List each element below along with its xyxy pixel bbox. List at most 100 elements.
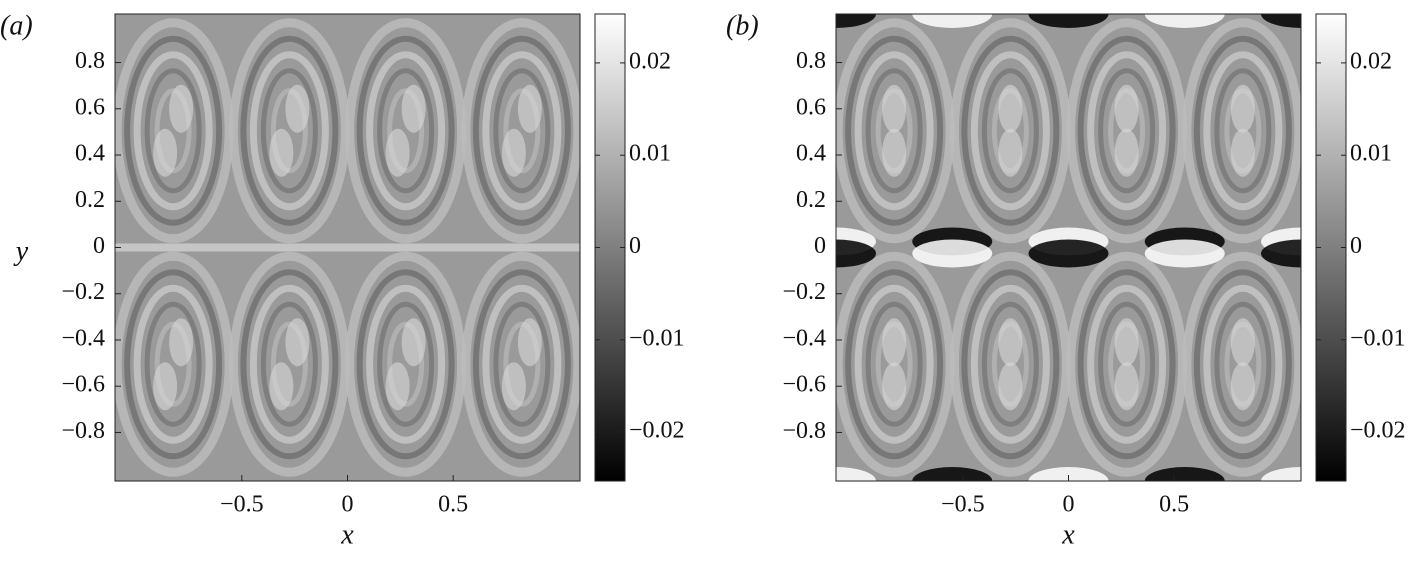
field-pattern <box>269 362 294 411</box>
x-tick-label: 0.5 <box>438 492 468 518</box>
y-tick-label: 0.4 <box>75 141 105 167</box>
field-pattern <box>865 301 923 427</box>
field-pattern <box>461 251 580 477</box>
field-pattern <box>1098 301 1156 427</box>
field-pattern <box>1230 318 1255 367</box>
field-pattern <box>482 284 562 444</box>
field-pattern <box>845 269 944 460</box>
field-pattern <box>366 51 446 211</box>
field-pattern <box>269 128 294 177</box>
colorbar-tick-label: −0.01 <box>1350 325 1406 351</box>
colorbar-tick-label: −0.01 <box>629 325 685 351</box>
field-pattern <box>998 362 1023 411</box>
field-pattern <box>1182 251 1301 477</box>
y-tick-label: −0.4 <box>782 325 826 351</box>
field-pattern <box>124 269 223 460</box>
field-pattern <box>377 68 435 194</box>
colorbar-tick-label: 0.02 <box>1350 48 1392 74</box>
y-tick-label: −0.2 <box>782 279 826 305</box>
field-pattern <box>154 88 192 174</box>
field-pattern <box>1182 18 1301 244</box>
field-pattern <box>836 239 876 268</box>
field-pattern <box>249 284 329 444</box>
field-pattern <box>169 84 194 133</box>
field-pattern <box>260 68 318 194</box>
panel-label: (b) <box>726 10 759 41</box>
field-pattern <box>270 321 308 407</box>
field-pattern <box>1114 84 1139 133</box>
field-pattern <box>154 321 192 407</box>
field <box>115 14 580 481</box>
field-pattern <box>1098 68 1156 194</box>
field-pattern <box>501 362 526 411</box>
field-pattern <box>501 128 526 177</box>
y-tick-label: −0.6 <box>61 372 105 398</box>
colorbar-tick-label: 0.01 <box>629 141 671 167</box>
y-tick-label: 0.8 <box>796 48 826 74</box>
field-pattern <box>385 362 410 411</box>
field-pattern <box>1261 467 1301 481</box>
field-pattern <box>493 68 551 194</box>
field-pattern <box>882 318 907 367</box>
field-pattern <box>1261 239 1301 268</box>
field-pattern <box>882 362 907 411</box>
field-pattern <box>836 467 876 481</box>
field-pattern <box>169 318 194 367</box>
colorbar-tick-label: −0.02 <box>1350 418 1406 444</box>
y-tick-label: −0.8 <box>61 418 105 444</box>
field-pattern <box>356 269 455 460</box>
field-pattern <box>1087 284 1167 444</box>
panel-label: (a) <box>0 10 33 41</box>
x-tick-label: −0.5 <box>220 492 264 518</box>
field-pattern <box>503 88 541 174</box>
field <box>836 14 1301 481</box>
y-tick-label: 0.2 <box>75 187 105 213</box>
field-pattern <box>1230 362 1255 411</box>
field-pattern <box>1193 269 1292 460</box>
x-axis-label: x <box>1061 519 1075 550</box>
field-pattern <box>461 18 580 244</box>
field-pattern <box>240 269 339 460</box>
field-pattern <box>401 84 426 133</box>
field-pattern <box>970 51 1050 211</box>
field-pattern <box>503 321 541 407</box>
field-pattern <box>285 318 310 367</box>
y-tick-label: −0.6 <box>782 372 826 398</box>
field-pattern <box>366 284 446 444</box>
field-pattern <box>377 301 435 427</box>
field-pattern <box>836 14 876 28</box>
field-pattern <box>970 284 1050 444</box>
field-pattern <box>1144 467 1225 481</box>
field-pattern <box>912 14 993 28</box>
y-tick-label: 0.8 <box>75 48 105 74</box>
field-pattern <box>1261 14 1301 28</box>
y-tick-label: 0.6 <box>796 94 826 120</box>
field-pattern <box>144 301 202 427</box>
field-pattern <box>1203 51 1283 211</box>
field-pattern <box>1028 467 1109 481</box>
field-pattern <box>912 467 993 481</box>
field-pattern <box>133 51 213 211</box>
field-pattern <box>882 128 907 177</box>
colorbar-tick-label: 0.02 <box>629 48 671 74</box>
field-pattern <box>998 318 1023 367</box>
field-pattern <box>356 35 455 226</box>
field-pattern <box>472 35 571 226</box>
field-pattern <box>1077 35 1176 226</box>
field-pattern <box>240 35 339 226</box>
y-tick-label: 0 <box>93 233 105 259</box>
field-pattern <box>865 68 923 194</box>
x-axis-label: x <box>340 519 354 550</box>
field-pattern <box>472 269 571 460</box>
field-pattern <box>981 301 1039 427</box>
field-pattern <box>1077 269 1176 460</box>
field-pattern <box>270 88 308 174</box>
field-pattern <box>517 318 542 367</box>
field-pattern <box>998 84 1023 133</box>
field-pattern <box>1214 301 1272 427</box>
field-pattern <box>385 128 410 177</box>
y-tick-label: 0 <box>814 233 826 259</box>
field-pattern <box>401 318 426 367</box>
field-pattern <box>981 68 1039 194</box>
field-pattern <box>961 269 1060 460</box>
